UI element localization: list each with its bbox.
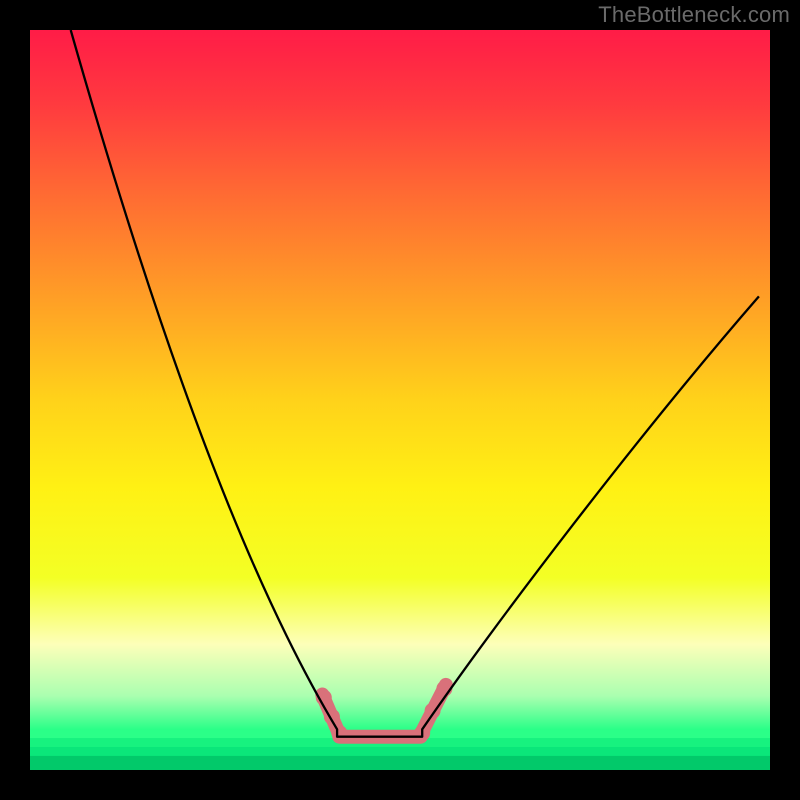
trough-dot — [331, 725, 347, 741]
green-floor-band — [30, 756, 770, 770]
watermark-text: TheBottleneck.com — [598, 2, 790, 28]
chart-stage: TheBottleneck.com — [0, 0, 800, 800]
bottleneck-curve-chart — [0, 0, 800, 800]
green-floor-band — [30, 747, 770, 756]
plot-background — [30, 30, 770, 770]
